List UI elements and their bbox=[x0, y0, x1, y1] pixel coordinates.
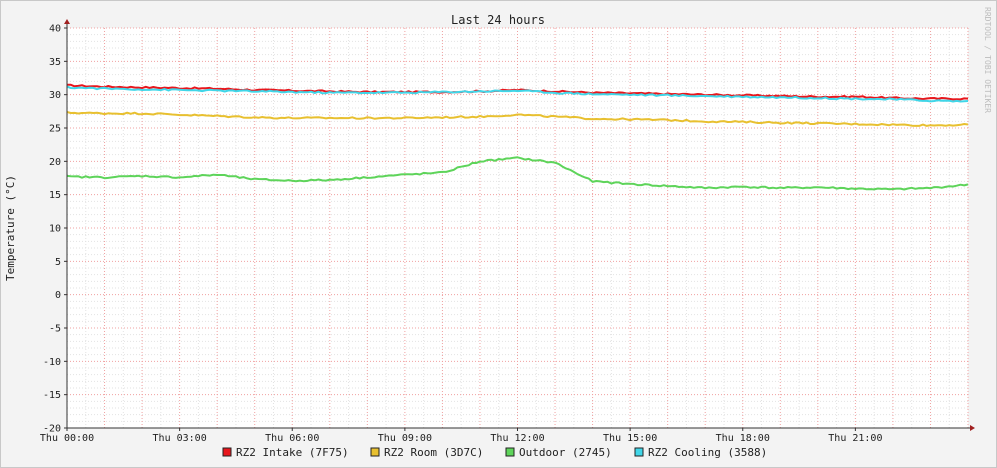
y-tick-label: 5 bbox=[55, 257, 61, 268]
axes bbox=[64, 19, 975, 431]
legend-label: RZ2 Room (3D7C) bbox=[384, 446, 483, 459]
y-axis-arrow-icon bbox=[64, 19, 70, 24]
y-tick-label: 25 bbox=[49, 124, 61, 135]
x-tick-label: Thu 18:00 bbox=[716, 433, 770, 444]
legend-label: RZ2 Cooling (3588) bbox=[648, 446, 767, 459]
x-tick-label: Thu 06:00 bbox=[265, 433, 319, 444]
legend-swatch bbox=[634, 447, 644, 457]
y-tick-label: 35 bbox=[49, 57, 61, 68]
chart-title: Last 24 hours bbox=[451, 13, 545, 27]
rrdtool-watermark: RRDTOOL / TOBI OETIKER bbox=[983, 7, 992, 113]
y-tick-label: 10 bbox=[49, 224, 61, 235]
legend: RZ2 Intake (7F75) RZ2 Room (3D7C) Outdoor … bbox=[222, 446, 767, 459]
x-tick-label: Thu 09:00 bbox=[378, 433, 432, 444]
legend-swatch bbox=[222, 447, 232, 457]
y-axis-label: Temperature (°C) bbox=[4, 175, 17, 281]
legend-label: RZ2 Intake (7F75) bbox=[236, 446, 349, 459]
series-line-2 bbox=[66, 111, 969, 127]
x-tick-label: Thu 15:00 bbox=[603, 433, 657, 444]
y-tick-label: 30 bbox=[49, 90, 61, 101]
y-tick-label: -5 bbox=[49, 324, 61, 335]
series-line-3 bbox=[66, 156, 969, 191]
legend-swatch bbox=[370, 447, 380, 457]
x-tick-label: Thu 12:00 bbox=[490, 433, 544, 444]
y-tick-label: -10 bbox=[43, 357, 61, 368]
y-tick-label: -20 bbox=[43, 424, 61, 435]
legend-label: Outdoor (2745) bbox=[519, 446, 612, 459]
x-tick-label: Thu 03:00 bbox=[153, 433, 207, 444]
y-tick-label: -15 bbox=[43, 390, 61, 401]
y-tick-label: 0 bbox=[55, 290, 61, 301]
x-tick-label: Thu 21:00 bbox=[828, 433, 882, 444]
legend-swatch bbox=[505, 447, 515, 457]
x-tick-label: Thu 00:00 bbox=[40, 433, 94, 444]
x-axis-arrow-icon bbox=[970, 425, 975, 431]
y-tick-label: 40 bbox=[49, 24, 61, 35]
series-line-4 bbox=[66, 85, 969, 103]
y-tick-label: 15 bbox=[49, 190, 61, 201]
y-tick-label: 20 bbox=[49, 157, 61, 168]
x-tick-labels: Thu 00:00 Thu 03:00 Thu 06:00 Thu 09:00 Thu … bbox=[40, 428, 882, 444]
y-tick-labels: 40 35 30 25 20 15 10 5 0 -5 -10 -15 -20 bbox=[43, 24, 67, 435]
series-layer bbox=[66, 83, 969, 191]
